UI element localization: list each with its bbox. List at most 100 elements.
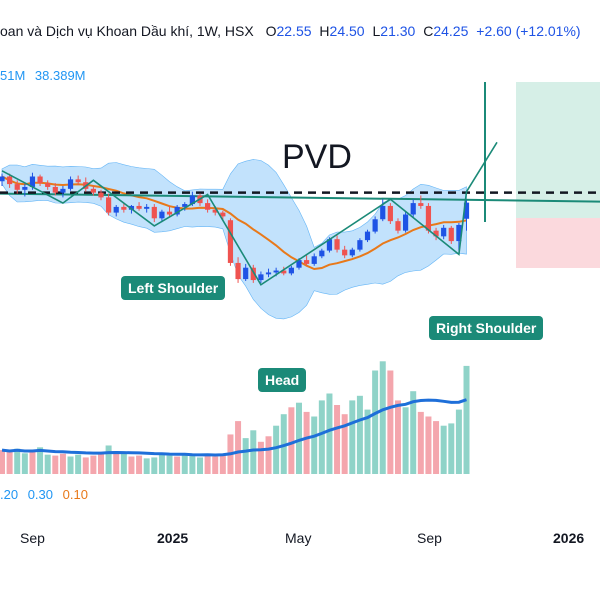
volume-bar xyxy=(29,451,36,474)
volume-bar xyxy=(455,409,462,474)
candle xyxy=(227,218,234,266)
volume-bar xyxy=(372,370,379,474)
candle xyxy=(425,203,432,234)
volume-bar xyxy=(463,365,470,474)
candle xyxy=(463,200,470,231)
candle-body xyxy=(121,206,127,210)
volume-bar xyxy=(143,458,150,474)
volume-bar xyxy=(44,454,51,474)
volume-bar xyxy=(120,453,127,474)
candle-body xyxy=(159,211,165,219)
x-axis-label-may: May xyxy=(285,530,312,546)
x-axis-label-2026: 2026 xyxy=(553,530,585,546)
candle xyxy=(364,229,371,243)
candle-body xyxy=(166,211,173,215)
candle-body xyxy=(29,176,36,187)
volume-legend: 51M 38.389M xyxy=(0,68,86,83)
candle xyxy=(60,186,66,198)
candle-body xyxy=(357,240,363,250)
candle xyxy=(182,202,188,211)
candle xyxy=(448,225,454,244)
volume-bar xyxy=(189,455,196,474)
candle-body xyxy=(288,267,294,274)
ticker-label: PVD xyxy=(282,138,352,176)
volume-bar xyxy=(151,457,158,474)
left-shoulder-label: Left Shoulder xyxy=(121,276,226,300)
candle xyxy=(418,195,424,209)
volume-bars xyxy=(0,361,470,474)
candle xyxy=(159,209,165,223)
volume-bar xyxy=(288,407,295,474)
volume-bar xyxy=(387,370,394,474)
candle xyxy=(372,216,378,234)
indicator-value-c: 0.10 xyxy=(62,487,88,502)
volume-bar xyxy=(318,400,325,474)
volume-bar xyxy=(242,438,249,474)
candle xyxy=(349,247,355,258)
candle-body xyxy=(319,250,325,257)
candle xyxy=(113,205,119,217)
candle-body xyxy=(45,183,51,187)
head-and-shoulders-pattern xyxy=(1,141,498,286)
volume-bar xyxy=(14,448,21,474)
volume-bar xyxy=(311,416,318,474)
volume-bar xyxy=(181,453,188,474)
volume-bar xyxy=(105,445,112,474)
volume-bar xyxy=(433,421,440,474)
right-shoulder-label: Right Shoulder xyxy=(429,316,544,340)
candle-body xyxy=(265,272,272,275)
candle xyxy=(387,203,393,224)
symbol-title: oan và Dịch vụ Khoan Dầu khí, 1W, HSX xyxy=(0,23,254,39)
candle-body xyxy=(456,224,462,242)
close-label: C xyxy=(423,23,434,39)
volume-bar xyxy=(250,430,257,474)
candle-body xyxy=(410,203,416,215)
candle xyxy=(265,268,272,278)
volume-bar xyxy=(59,453,66,474)
volume-moving-average xyxy=(1,398,467,457)
candle-body xyxy=(0,176,5,182)
symbol-header: oan và Dịch vụ Khoan Dầu khí, 1W, HSX O 2… xyxy=(0,23,581,39)
volume-bar xyxy=(334,405,341,474)
volume-bar xyxy=(273,425,280,474)
candle xyxy=(235,257,241,283)
low-value: 21.30 xyxy=(380,23,416,39)
candle xyxy=(281,266,287,276)
volume-bar xyxy=(67,456,74,474)
volume-bar xyxy=(136,455,143,474)
candle-body xyxy=(418,203,424,206)
volume-bar xyxy=(219,453,226,474)
candle xyxy=(174,205,180,217)
candle xyxy=(243,263,249,281)
candle-body xyxy=(113,206,119,213)
candle-body xyxy=(273,270,279,273)
volume-bar xyxy=(97,452,104,474)
candle xyxy=(75,175,81,186)
volume-bar xyxy=(341,414,348,474)
candle-body xyxy=(372,219,378,232)
volume-bar xyxy=(52,455,59,474)
high-value: 24.50 xyxy=(329,23,365,39)
candle-body xyxy=(151,206,157,219)
volume-ma-value: 38.389M xyxy=(34,68,86,83)
volume-bar xyxy=(196,457,203,474)
candle xyxy=(98,189,104,201)
candle-body xyxy=(380,205,386,220)
volume-bar xyxy=(326,393,333,474)
volume-bar xyxy=(0,450,5,474)
candle xyxy=(14,180,20,194)
open-label: O xyxy=(265,23,277,39)
candle xyxy=(258,271,264,283)
candle-body xyxy=(250,267,256,281)
volume-bar xyxy=(166,455,173,474)
candle-body xyxy=(281,270,287,274)
candle xyxy=(456,223,462,251)
volume-bar xyxy=(37,447,44,474)
x-axis-label-sep-2024: Sep xyxy=(20,530,45,546)
stop-loss-zone xyxy=(516,218,600,268)
x-axis-label-sep-2025: Sep xyxy=(417,530,442,546)
moving-average-line xyxy=(1,175,467,271)
candle-body xyxy=(136,205,142,209)
volume-bar xyxy=(212,456,219,474)
